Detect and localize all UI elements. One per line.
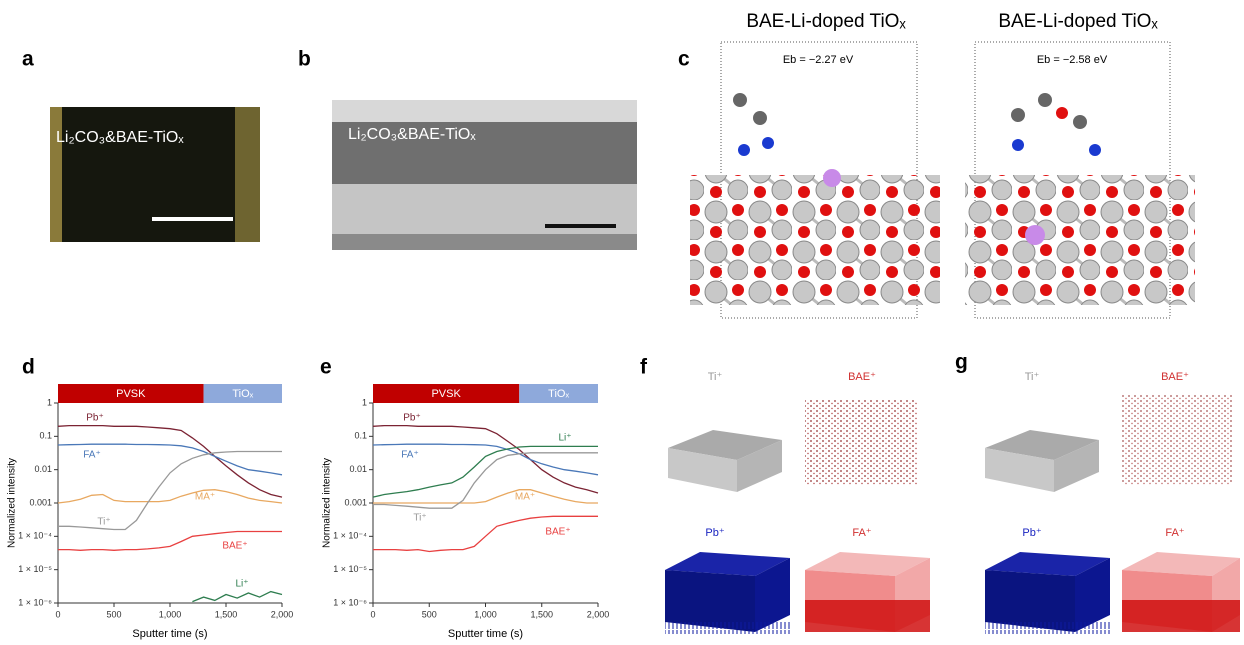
series-label: FA⁺	[401, 450, 419, 461]
series-line	[372, 445, 598, 498]
map-label: Pb⁺	[1022, 527, 1041, 539]
x-tick-label: 1,000	[159, 609, 182, 619]
series-line	[373, 452, 598, 509]
map-label: BAE⁺	[1161, 371, 1189, 383]
y-tick-label: 1 × 10⁻⁶	[18, 597, 52, 607]
x-tick-label: 2,000	[271, 609, 294, 619]
overlay-text: Li₂CO₃&BAE-TiOₓ	[348, 126, 476, 143]
y-tick-label: 1 × 10⁻⁵	[18, 564, 52, 574]
phase-bar	[58, 384, 204, 403]
map-label: FA⁺	[852, 527, 871, 539]
map-label: Ti⁺	[1025, 371, 1040, 383]
series-line	[57, 424, 283, 498]
y-axis-title: Normalized intensity	[322, 458, 333, 548]
y-tick-label: 0.01	[34, 464, 52, 474]
panel-label: e	[320, 356, 332, 379]
series-label: MA⁺	[195, 492, 215, 503]
structure-title: BAE-Li-doped TiOₓ	[746, 11, 906, 32]
y-axis-title: Normalized intensity	[7, 458, 18, 548]
y-tick-label: 1 × 10⁻⁶	[333, 597, 367, 607]
series-label: Ti⁺	[97, 517, 110, 528]
series-label: BAE⁺	[545, 527, 570, 538]
panel-label: c	[678, 48, 690, 71]
series-label: Li⁺	[558, 433, 571, 444]
y-tick-label: 1	[362, 397, 367, 407]
map-label: BAE⁺	[848, 371, 876, 383]
phase-bar	[203, 384, 282, 403]
x-tick-label: 1,000	[474, 609, 497, 619]
map-label: FA⁺	[1165, 527, 1184, 539]
phase-label: TiOₓ	[548, 388, 569, 400]
series-line	[372, 424, 599, 494]
series-line	[373, 515, 598, 553]
overlay-text: Li₂CO₃&BAE-TiOₓ	[56, 129, 184, 146]
series-line	[192, 590, 283, 603]
series-label: BAE⁺	[222, 541, 247, 552]
phase-bar	[519, 384, 598, 403]
lattice	[690, 175, 940, 305]
y-tick-label: 0.1	[354, 431, 367, 441]
phase-bar	[373, 384, 520, 403]
series-line	[57, 489, 283, 504]
series-label: MA⁺	[515, 492, 535, 503]
tof-sims-3d	[665, 395, 1240, 634]
scale-bar	[152, 217, 233, 221]
y-tick-label: 0.001	[29, 497, 52, 507]
photo	[50, 107, 260, 242]
series-line	[372, 443, 599, 476]
structure-title: BAE-Li-doped TiOₓ	[998, 11, 1158, 32]
y-tick-label: 1	[47, 397, 52, 407]
molecule	[733, 93, 1101, 245]
y-tick-label: 0.001	[344, 497, 367, 507]
x-tick-label: 500	[422, 609, 437, 619]
series-label: FA⁺	[83, 450, 101, 461]
panel-label: f	[640, 356, 648, 379]
y-tick-label: 0.1	[39, 431, 52, 441]
map-label: Ti⁺	[708, 371, 723, 383]
scale-bar	[545, 224, 616, 228]
y-tick-label: 1 × 10⁻⁵	[333, 564, 367, 574]
lattice	[965, 175, 1195, 305]
phase-label: TiOₓ	[232, 388, 253, 400]
panel-label: b	[298, 48, 311, 71]
x-tick-label: 0	[370, 609, 375, 619]
y-tick-label: 1 × 10⁻⁴	[333, 531, 367, 541]
binding-energy: Eb = −2.27 eV	[783, 54, 854, 66]
x-axis-title: Sputter time (s)	[132, 628, 207, 640]
x-axis-title: Sputter time (s)	[448, 628, 523, 640]
x-tick-label: 2,000	[587, 609, 610, 619]
series-line	[58, 530, 282, 551]
x-tick-label: 500	[106, 609, 121, 619]
series-label: Li⁺	[235, 579, 248, 590]
series-line	[58, 450, 282, 531]
y-tick-label: 0.01	[349, 464, 367, 474]
x-tick-label: 0	[55, 609, 60, 619]
y-tick-label: 1 × 10⁻⁴	[18, 531, 52, 541]
phase-label: PVSK	[116, 388, 146, 400]
panel-label: a	[22, 48, 34, 71]
panel-label: d	[22, 356, 35, 379]
panel-label: g	[955, 351, 968, 374]
map-label: Pb⁺	[705, 527, 724, 539]
series-label: Pb⁺	[403, 413, 421, 424]
series-label: Pb⁺	[86, 413, 104, 424]
x-tick-label: 1,500	[215, 609, 238, 619]
series-line	[373, 489, 598, 504]
phase-label: PVSK	[431, 388, 461, 400]
series-label: Ti⁺	[413, 513, 426, 524]
x-tick-label: 1,500	[530, 609, 553, 619]
binding-energy: Eb = −2.58 eV	[1037, 54, 1108, 66]
series-line	[57, 443, 283, 476]
